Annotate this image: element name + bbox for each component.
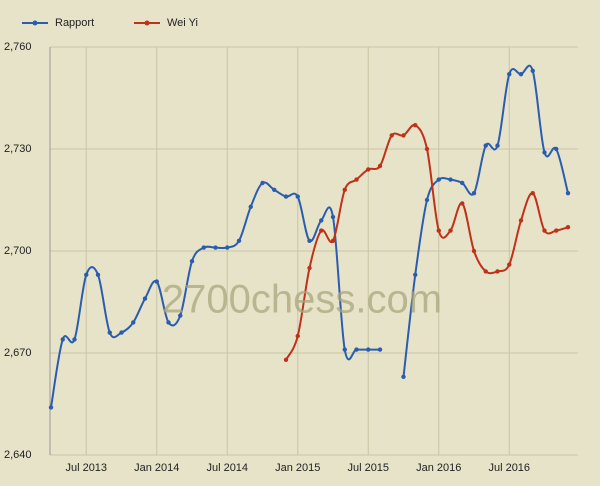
y-tick-label: 2,670 <box>4 347 32 359</box>
data-point <box>354 347 359 352</box>
data-point <box>401 133 406 138</box>
data-point <box>295 333 300 339</box>
x-tick-label: Jul 2015 <box>347 462 389 474</box>
data-point <box>72 337 77 342</box>
x-tick-label: Jan 2016 <box>416 462 461 474</box>
data-point <box>319 218 324 223</box>
data-point <box>565 191 571 196</box>
data-point <box>377 347 383 352</box>
data-point <box>518 72 524 77</box>
data-point <box>107 330 112 335</box>
data-point <box>319 228 324 233</box>
data-point <box>154 279 159 284</box>
data-point <box>460 180 465 186</box>
x-tick-label: Jul 2014 <box>206 462 248 474</box>
data-point <box>260 180 265 186</box>
data-point <box>530 68 535 74</box>
data-point <box>507 72 512 77</box>
data-point <box>283 357 289 362</box>
data-point <box>483 143 488 148</box>
data-point <box>436 177 441 182</box>
data-point <box>225 245 230 250</box>
data-point <box>471 248 477 254</box>
data-point <box>448 177 453 182</box>
data-point <box>342 347 347 352</box>
y-tick-label: 2,760 <box>4 41 32 53</box>
data-point <box>366 347 371 352</box>
data-point <box>424 197 430 203</box>
data-point <box>565 225 571 230</box>
data-point <box>354 177 359 182</box>
data-point <box>542 228 547 233</box>
x-tick-label: Jul 2016 <box>488 462 530 474</box>
y-tick-label: 2,700 <box>4 245 32 257</box>
marks <box>22 20 571 410</box>
series-line <box>50 64 569 408</box>
grid <box>49 46 578 456</box>
data-point <box>201 245 206 250</box>
data-point <box>507 262 512 267</box>
data-point <box>554 228 559 233</box>
data-point <box>436 228 441 233</box>
legend-label: Rapport <box>55 17 94 29</box>
data-point <box>530 191 535 196</box>
data-point <box>60 337 65 342</box>
data-point <box>307 265 312 271</box>
data-point <box>448 228 453 233</box>
series-line <box>285 123 569 361</box>
data-point <box>483 269 488 274</box>
x-tick-label: Jan 2015 <box>275 462 320 474</box>
data-point <box>48 405 54 410</box>
legend-dot <box>144 20 150 26</box>
data-point <box>495 143 500 148</box>
data-point <box>189 259 195 264</box>
data-point <box>471 191 477 196</box>
data-point <box>283 194 289 199</box>
data-point <box>495 269 500 274</box>
data-point <box>142 296 148 301</box>
data-point <box>272 187 277 192</box>
data-point <box>236 238 242 243</box>
data-point <box>95 272 101 277</box>
watermark: 2700chess.com <box>162 278 442 322</box>
data-point <box>413 272 418 277</box>
data-point <box>307 238 312 243</box>
data-point <box>248 204 253 209</box>
data-point <box>166 320 171 325</box>
data-point <box>119 330 124 335</box>
data-point <box>330 238 336 243</box>
legend-label: Wei Yi <box>167 17 198 29</box>
y-tick-label: 2,640 <box>4 449 32 461</box>
data-point <box>295 194 300 199</box>
data-point <box>389 133 394 138</box>
data-point <box>554 146 559 152</box>
data-point <box>342 187 347 192</box>
y-tick-label: 2,730 <box>4 143 32 155</box>
data-point <box>330 214 336 220</box>
data-point <box>377 163 383 169</box>
data-point <box>213 245 218 250</box>
data-point <box>542 150 547 155</box>
legend-dot <box>32 20 38 26</box>
data-point <box>131 320 136 325</box>
data-point <box>178 313 183 318</box>
data-point <box>413 123 418 128</box>
data-point <box>366 167 371 172</box>
data-point <box>460 201 465 206</box>
data-point <box>401 374 406 379</box>
data-point <box>84 272 89 277</box>
x-tick-label: Jan 2014 <box>134 462 179 474</box>
data-point <box>518 218 524 223</box>
x-tick-label: Jul 2013 <box>65 462 107 474</box>
data-point <box>424 146 430 152</box>
